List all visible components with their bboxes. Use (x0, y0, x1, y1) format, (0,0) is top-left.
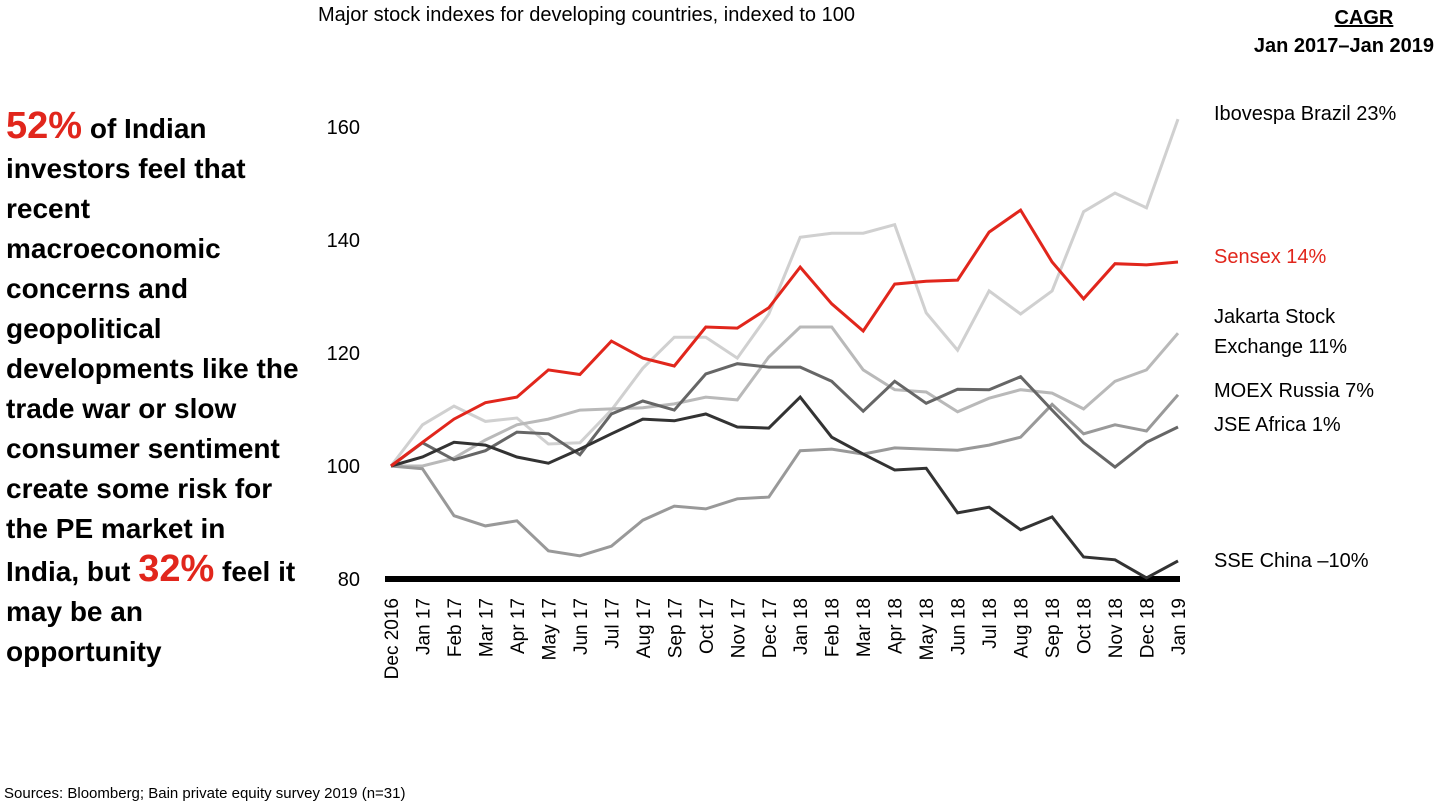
x-tick-label: Sep 18 (1043, 598, 1064, 658)
series-line-jse-africa (390, 362, 1179, 470)
series-label-sse-china: SSE China –10% (1214, 550, 1369, 572)
x-tick-label: Feb 18 (823, 598, 844, 657)
headline-callout: 52% of Indian investors feel that recent… (6, 106, 306, 672)
x-tick-label: Oct 18 (1075, 598, 1096, 654)
series-label-moex-russia: MOEX Russia 7% (1214, 380, 1374, 402)
cagr-title: CAGR (1334, 7, 1394, 29)
x-tick-label: Jun 18 (949, 598, 970, 655)
x-tick-label: Feb 17 (445, 598, 466, 657)
series-label-jakarta-stock-exchange: Exchange 11% (1214, 336, 1347, 358)
y-axis-ticks: 80 100 120 140 160 (327, 117, 360, 591)
y-tick-label: 100 (327, 456, 360, 478)
x-tick-label: Mar 18 (854, 598, 875, 657)
x-tick-label: Aug 18 (1012, 598, 1033, 658)
x-tick-label: Sep 17 (665, 598, 686, 658)
x-tick-label: Oct 17 (697, 598, 718, 654)
y-tick-label: 160 (327, 117, 360, 139)
x-tick-label: Jul 17 (602, 598, 623, 649)
source-note: Sources: Bloomberg; Bain private equity … (4, 785, 406, 802)
x-tick-label: Mar 17 (476, 598, 497, 657)
y-tick-label: 140 (327, 230, 360, 252)
series-label-jakarta-stock-exchange: Jakarta Stock (1214, 306, 1336, 328)
series-line-sse-china (390, 394, 1179, 580)
headline-text-2: feel it may be an opportunity (6, 556, 296, 667)
y-tick-label: 80 (338, 569, 360, 591)
series-labels: Ibovespa Brazil 23% Sensex 14% Jakarta Sto… (1214, 103, 1397, 572)
chart-title: Major stock indexes for developing count… (318, 4, 855, 26)
x-tick-label: Nov 18 (1106, 598, 1127, 658)
headline-text-1: of Indian investors feel that recent mac… (6, 113, 299, 587)
x-tick-label: Nov 17 (728, 598, 749, 658)
series-line-jakarta-stock-exchange (391, 325, 1180, 468)
x-tick-label: Jan 19 (1169, 598, 1190, 655)
x-tick-label: Jan 18 (791, 598, 812, 655)
x-tick-label: Jul 18 (980, 598, 1001, 649)
x-tick-label: May 18 (917, 598, 938, 660)
cagr-range: Jan 2017–Jan 2019 (1253, 35, 1434, 57)
series-lines (389, 118, 1180, 580)
x-tick-label: May 17 (539, 598, 560, 660)
series-label-jse-africa: JSE Africa 1% (1214, 414, 1341, 436)
series-line-sensex (390, 207, 1179, 468)
x-tick-label: Apr 18 (886, 598, 907, 654)
y-tick-label: 120 (327, 343, 360, 365)
cagr-header: CAGR Jan 2017–Jan 2019 (1254, 4, 1434, 60)
x-tick-label: Dec 17 (760, 598, 781, 658)
series-label-sensex: Sensex 14% (1214, 246, 1327, 268)
x-tick-label: Aug 17 (634, 598, 655, 658)
x-tick-label: Dec 2016 (382, 598, 403, 679)
series-label-ibovespa-brazil: Ibovespa Brazil 23% (1214, 103, 1397, 125)
headline-pct-risk: 52% (6, 105, 83, 147)
x-tick-label: Jan 17 (413, 598, 434, 655)
x-tick-label: Dec 18 (1138, 598, 1159, 658)
x-tick-label: Jun 17 (571, 598, 592, 655)
x-axis-ticks: Dec 2016 Jan 17 Feb 17 Mar 17 Apr 17 May 17 Ju… (382, 598, 1190, 679)
headline-pct-opportunity: 32% (138, 548, 215, 590)
series-line-moex-russia (390, 393, 1180, 558)
x-tick-label: Apr 17 (508, 598, 529, 654)
